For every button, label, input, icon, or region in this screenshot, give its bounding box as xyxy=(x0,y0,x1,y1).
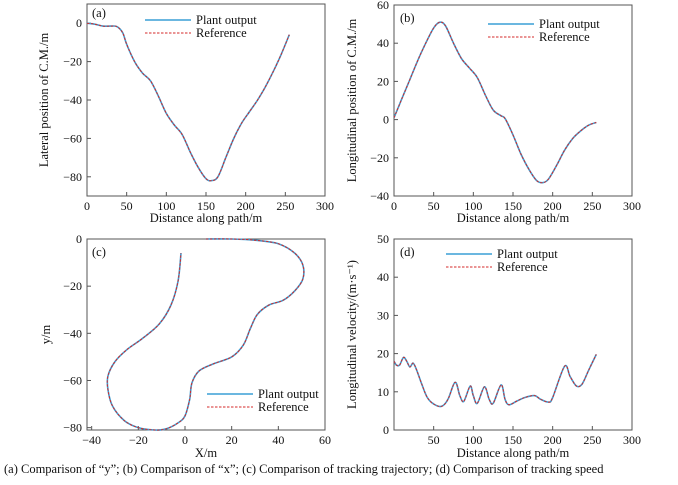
y-tick-label: −80 xyxy=(63,421,82,435)
y-tick-label: −60 xyxy=(63,131,82,145)
x-tick-label: 150 xyxy=(197,199,215,213)
y-tick-label: 0 xyxy=(383,423,389,437)
y-tick-label: 20 xyxy=(377,347,389,361)
y-tick-label: 10 xyxy=(377,385,389,399)
x-tick-label: 40 xyxy=(272,433,284,447)
panel-label: (b) xyxy=(400,11,415,25)
x-tick-label: 100 xyxy=(157,199,175,213)
x-tick-label: 50 xyxy=(428,433,440,447)
x-tick-label: 50 xyxy=(121,199,133,213)
panel-label: (a) xyxy=(92,6,106,20)
x-tick-label: 0 xyxy=(182,433,188,447)
x-axis-label: Distance along path/m xyxy=(457,446,570,460)
x-tick-label: 250 xyxy=(276,199,294,213)
x-tick-label: 0 xyxy=(84,199,90,213)
chart-panel-d: 50 100 150 200 250 300 0 10 20 30 40 50 Distance alo… xyxy=(345,232,641,460)
y-tick-label: −20 xyxy=(63,279,82,293)
legend-entry: Plant output xyxy=(497,247,558,261)
x-tick-label: 200 xyxy=(237,199,255,213)
y-axis-label: y/m xyxy=(39,325,53,345)
y-tick-label: −60 xyxy=(63,373,82,387)
x-tick-label: 200 xyxy=(544,199,562,213)
plant-output-series-line xyxy=(87,22,291,182)
y-tick-label: 0 xyxy=(76,16,82,30)
reference-series-line xyxy=(87,22,290,182)
chart-panel-a: 0 50 100 150 200 250 300 0 −20 −40 −60 −80 Distance … xyxy=(37,3,334,225)
x-tick-label: 250 xyxy=(583,433,601,447)
x-tick-label: 100 xyxy=(464,199,482,213)
y-tick-label: −40 xyxy=(63,93,82,107)
y-tick-label: 40 xyxy=(377,270,389,284)
x-tick-label: 50 xyxy=(428,199,440,213)
legend-entry: Reference xyxy=(258,400,309,414)
y-axis-label: Longitudinal position of C.M./m xyxy=(345,18,359,182)
legend-entry: Plant output xyxy=(539,17,600,31)
y-tick-label: −80 xyxy=(63,170,82,184)
y-axis-label: Lateral position of C.M./m xyxy=(37,33,51,168)
legend-entry: Plant output xyxy=(196,13,257,27)
x-tick-label: 0 xyxy=(391,199,397,213)
y-tick-label: 50 xyxy=(377,232,389,246)
x-tick-label: 250 xyxy=(583,199,601,213)
x-tick-label: 200 xyxy=(544,433,562,447)
panel-label: (d) xyxy=(400,245,415,259)
x-axis-label: Distance along path/m xyxy=(457,211,570,225)
reference-series-line xyxy=(394,354,597,407)
y-tick-label: 20 xyxy=(377,74,389,88)
chart-panel-c: −40 −20 0 20 40 60 0 −20 −40 −60 −80 X/m y/m (c) Plant… xyxy=(39,232,331,460)
x-tick-label: 20 xyxy=(226,433,238,447)
y-tick-label: 0 xyxy=(383,113,389,127)
figure-caption: (a) Comparison of “y”; (b) Comparison of… xyxy=(4,462,604,476)
legend-entry: Reference xyxy=(539,30,590,44)
reference-series-line xyxy=(394,21,597,184)
y-tick-label: −20 xyxy=(370,151,389,165)
x-tick-label: 150 xyxy=(504,199,522,213)
reference-series-line xyxy=(106,238,305,431)
x-tick-label: −20 xyxy=(129,433,148,447)
y-tick-label: −40 xyxy=(63,326,82,340)
x-tick-label: 60 xyxy=(319,433,331,447)
y-tick-label: 0 xyxy=(76,232,82,246)
x-tick-label: 300 xyxy=(623,199,641,213)
x-tick-label: 100 xyxy=(464,433,482,447)
x-axis-label: X/m xyxy=(195,446,218,460)
y-tick-label: 40 xyxy=(377,36,389,50)
y-axis-label: Longitudinal velocity/(m·s⁻¹) xyxy=(345,260,359,409)
legend-entry: Reference xyxy=(497,260,548,274)
chart-panel-b: 0 50 100 150 200 250 3006040200−20−40Distance … xyxy=(345,0,641,225)
plant-output-series-line xyxy=(394,354,598,408)
x-tick-label: 300 xyxy=(316,199,334,213)
x-tick-label: 300 xyxy=(623,433,641,447)
y-tick-label: 60 xyxy=(377,0,389,12)
legend-entry: Plant output xyxy=(258,387,319,401)
x-tick-label: 150 xyxy=(504,433,522,447)
panel-label: (c) xyxy=(92,245,106,259)
y-tick-label: −40 xyxy=(370,189,389,203)
legend-entry: Reference xyxy=(196,26,247,40)
y-tick-label: −20 xyxy=(63,55,82,69)
y-tick-label: 30 xyxy=(377,308,389,322)
x-tick-label: −40 xyxy=(82,433,101,447)
x-axis-label: Distance along path/m xyxy=(150,211,263,225)
